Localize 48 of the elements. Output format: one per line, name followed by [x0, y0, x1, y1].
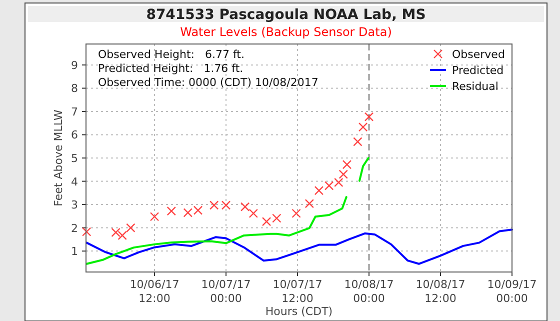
point: [82, 227, 92, 236]
x-tick-label: 10/08/17 00:00: [344, 278, 394, 305]
point: [166, 206, 176, 216]
point: [324, 181, 334, 190]
point: [358, 122, 368, 132]
annotation: Observed Time: 0000 (CDT) 10/08/2017: [98, 76, 318, 89]
legend-label: Predicted: [452, 64, 504, 77]
x-tick-label: 10/07/17 00:00: [201, 278, 251, 305]
point: [262, 216, 272, 226]
y-tick-label: 3: [71, 198, 78, 212]
chart-title: 8741533 Pascagoula NOAA Lab, MS: [146, 7, 426, 23]
point: [304, 199, 314, 208]
point: [118, 230, 127, 240]
line-series: [86, 228, 513, 265]
x-tick-label: 10/08/17 12:00: [416, 278, 466, 305]
point: [342, 160, 352, 170]
point: [150, 212, 160, 222]
y-tick-label: 1: [71, 245, 78, 258]
legend-label: Observed: [452, 48, 505, 61]
y-tick-label: 4: [71, 175, 78, 188]
point: [334, 178, 344, 188]
point: [292, 208, 301, 218]
y-tick-label: 5: [71, 152, 78, 165]
y-tick-label: 2: [71, 222, 78, 235]
y-tick-label: 7: [71, 105, 78, 118]
point: [353, 137, 362, 146]
point: [240, 202, 250, 212]
x-tick-label: 10/07/17 12:00: [272, 278, 322, 305]
y-tick-label: 6: [71, 128, 78, 142]
annotation: Observed Height: 6.77 ft.: [98, 48, 244, 61]
y-tick-label: 9: [71, 58, 78, 72]
point: [364, 112, 374, 122]
x-tick-label: 10/09/17 00:00: [487, 278, 537, 305]
point: [272, 214, 282, 223]
y-axis-title: Feet Above MLLW: [52, 110, 65, 206]
point: [221, 200, 231, 210]
annotation: Predicted Height: 1.76 ft.: [98, 62, 244, 75]
point: [248, 208, 258, 218]
point: [210, 200, 219, 210]
x-tick-label: 10/06/17 12:00: [130, 278, 180, 305]
point: [314, 186, 324, 196]
chart-subtitle: Water Levels (Backup Sensor Data): [180, 25, 392, 39]
legend-label: Residual: [452, 80, 498, 93]
point: [126, 223, 136, 232]
point: [111, 228, 120, 238]
point: [338, 170, 348, 179]
x-axis-title: Hours (CDT): [265, 305, 333, 318]
y-tick-label: 8: [71, 82, 78, 96]
